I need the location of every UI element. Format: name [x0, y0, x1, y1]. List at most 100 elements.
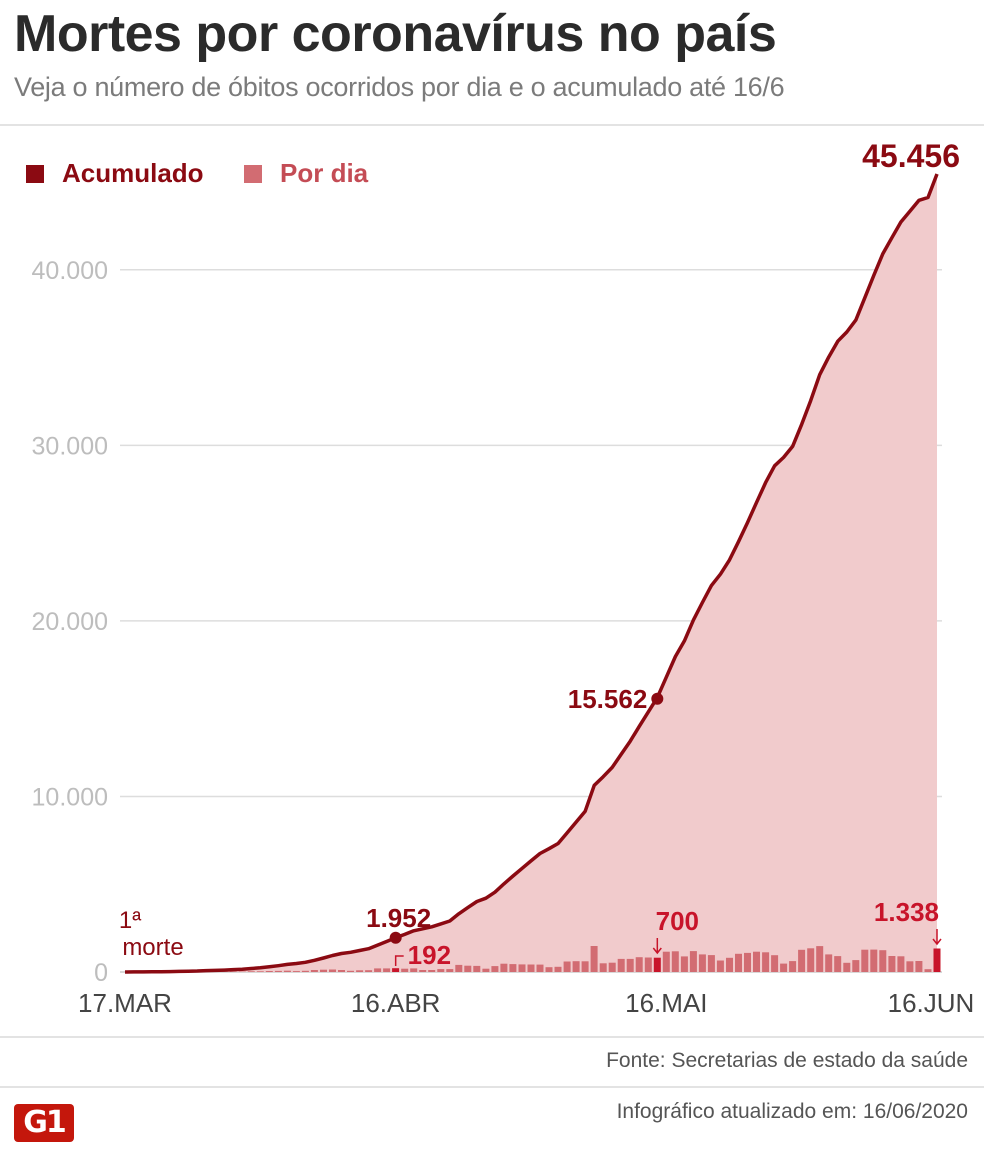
daily-bar — [617, 958, 625, 972]
daily-bar — [392, 968, 400, 972]
daily-bar — [816, 946, 824, 972]
footer-divider — [0, 1086, 984, 1088]
legend-daily-label: Por dia — [280, 158, 369, 188]
daily-highlight-label: 700 — [656, 906, 699, 936]
cumulative-area — [125, 174, 937, 972]
daily-bar — [753, 951, 760, 972]
legend-daily-swatch — [244, 164, 262, 183]
y-tick-label: 10.000 — [32, 783, 108, 811]
daily-bar — [698, 954, 706, 972]
annotation-point-marker — [389, 931, 402, 944]
updated-note: Infográfico atualizado em: 16/06/2020 — [616, 1100, 968, 1123]
daily-bar — [365, 970, 373, 972]
daily-bar — [762, 952, 770, 972]
daily-bar — [536, 964, 544, 972]
chart: 0 10.000 20.000 30.000 40.000 17.MAR 16.ABR 16.… — [32, 138, 975, 1018]
daily-bar — [680, 956, 688, 972]
daily-bar — [735, 953, 742, 972]
daily-bar — [347, 970, 354, 972]
daily-bar — [464, 965, 472, 972]
daily-bar — [554, 966, 562, 972]
daily-bar — [329, 969, 336, 972]
x-tick-label: 16.MAI — [625, 988, 707, 1018]
daily-bar — [518, 964, 526, 972]
daily-bar — [888, 956, 896, 972]
annotation-arrow — [394, 955, 404, 966]
daily-bar — [292, 971, 300, 972]
daily-bar — [410, 968, 418, 972]
annotation-point-label: 1.952 — [366, 903, 431, 933]
daily-bar — [500, 963, 508, 972]
daily-bar — [897, 956, 905, 972]
daily-bar — [265, 971, 273, 972]
daily-bar — [915, 961, 923, 972]
daily-bar — [689, 951, 697, 972]
daily-bar — [716, 960, 724, 972]
daily-highlight-label: 192 — [408, 940, 451, 970]
daily-bar — [491, 966, 499, 972]
daily-bar — [482, 968, 490, 972]
legend-cumulative-label: Acumulado — [62, 158, 204, 188]
x-tick-label: 16.ABR — [351, 988, 441, 1018]
daily-bar — [879, 950, 887, 972]
annotation-first-death-line2: morte — [122, 934, 183, 961]
legend-cumulative: Acumulado — [26, 158, 204, 189]
annotation-point-label: 45.456 — [862, 138, 960, 174]
daily-bar — [780, 963, 788, 972]
y-tick-label: 30.000 — [32, 432, 108, 460]
chart-bottom-divider — [0, 1036, 984, 1038]
legend-daily: Por dia — [244, 158, 368, 189]
daily-bar — [437, 969, 445, 972]
daily-bar — [256, 971, 264, 972]
cumulative-line — [124, 173, 939, 974]
daily-bar — [771, 955, 779, 972]
daily-bar — [608, 962, 616, 972]
daily-bar — [563, 961, 571, 972]
daily-bar — [834, 956, 842, 972]
daily-bar — [744, 952, 751, 972]
x-tick-label: 17.MAR — [78, 988, 172, 1018]
source-note: Fonte: Secretarias de estado da saúde — [606, 1049, 968, 1072]
page-title: Mortes por coronavírus no país — [14, 5, 777, 63]
daily-bar — [301, 970, 309, 972]
daily-bar — [671, 951, 679, 972]
daily-bar — [626, 958, 634, 972]
daily-bar — [852, 960, 860, 972]
annotation-first-death-line1: 1ª — [119, 907, 141, 934]
daily-bar — [843, 962, 851, 972]
daily-bar — [509, 964, 517, 972]
daily-bar — [310, 970, 318, 972]
daily-bar — [581, 961, 589, 972]
daily-bar — [419, 970, 427, 972]
daily-bar — [789, 961, 797, 972]
daily-bar — [356, 970, 364, 972]
daily-bar — [635, 957, 643, 972]
daily-bar — [455, 964, 463, 972]
daily-bar — [247, 971, 255, 972]
daily-bar — [283, 970, 291, 972]
y-tick-label: 40.000 — [32, 257, 108, 285]
daily-bar — [662, 951, 670, 972]
annotation-arrow-head — [932, 938, 942, 946]
daily-bar — [374, 968, 382, 972]
daily-bar — [274, 970, 282, 972]
daily-bar — [473, 965, 481, 972]
daily-bar — [933, 948, 941, 972]
daily-bar — [320, 969, 327, 972]
daily-highlight-label: 1.338 — [874, 897, 939, 927]
daily-bar — [861, 949, 869, 972]
daily-bar — [807, 948, 815, 972]
y-tick-label: 20.000 — [32, 608, 108, 636]
annotation-point-marker — [651, 692, 664, 705]
page-subtitle: Veja o número de óbitos ocorridos por di… — [14, 72, 785, 102]
annotation-point-label: 15.562 — [568, 684, 648, 714]
annotation-arrow-head — [652, 947, 662, 955]
daily-bar — [527, 964, 535, 972]
daily-bar — [446, 969, 454, 972]
daily-bar — [572, 961, 580, 972]
daily-bar — [906, 961, 914, 972]
daily-bar — [590, 946, 598, 972]
daily-bar — [401, 968, 409, 972]
daily-bar — [707, 955, 715, 972]
daily-bar — [599, 963, 607, 972]
